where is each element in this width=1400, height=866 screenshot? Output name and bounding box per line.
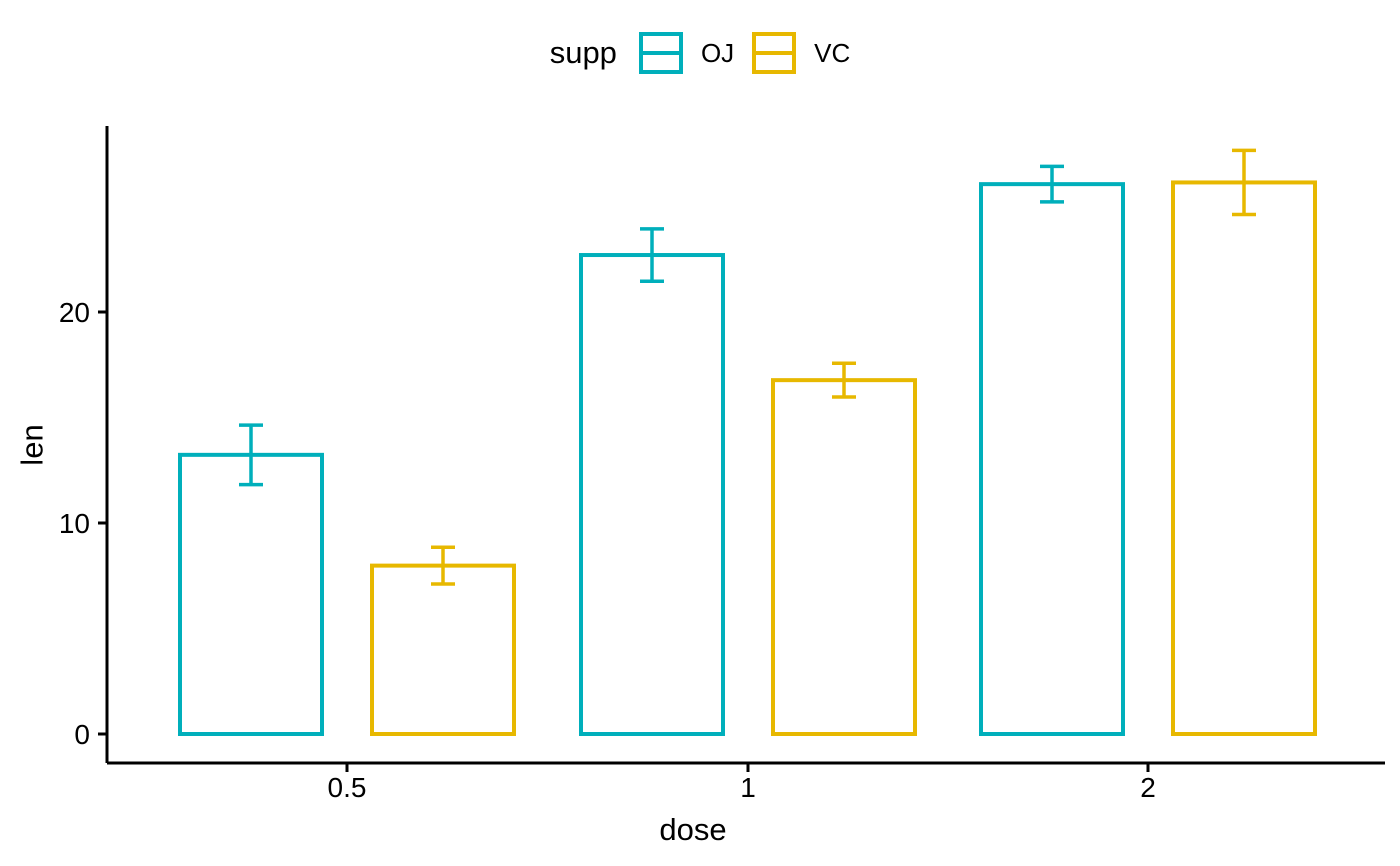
x-tick-label-0.5: 0.5 <box>328 772 367 803</box>
y-tick-label-10: 10 <box>59 508 90 539</box>
bar-oj-dose-1 <box>579 253 725 736</box>
bar-oj-dose-0.5 <box>178 452 324 736</box>
errorbar-vc-dose-2 <box>1232 148 1256 217</box>
x-tick-label-1: 1 <box>740 772 756 803</box>
errorbar-oj-dose-2 <box>1040 164 1064 204</box>
errorbars-layer <box>239 148 1256 586</box>
bar-vc-dose-2 <box>1171 180 1317 737</box>
errorbar-glyph-icon <box>642 51 679 55</box>
y-tick-label-20: 20 <box>59 297 90 328</box>
y-axis-title: len <box>14 424 50 466</box>
legend: supp OJ VC <box>0 30 1400 76</box>
errorbar-oj-dose-1 <box>640 227 664 283</box>
bar-vc-dose-1 <box>771 378 917 736</box>
legend-label-vc: VC <box>814 37 851 68</box>
legend-label-oj: OJ <box>700 37 735 68</box>
bar-oj-dose-2 <box>979 182 1125 737</box>
errorbar-glyph-icon <box>756 51 793 55</box>
errorbar-oj-dose-0.5 <box>239 423 263 487</box>
y-tick-label-0: 0 <box>74 719 90 750</box>
legend-key-oj <box>638 32 683 74</box>
errorbar-vc-dose-1 <box>832 361 856 399</box>
errorbar-vc-dose-0.5 <box>431 545 455 586</box>
x-axis-title: dose <box>659 812 727 847</box>
ticks-layer: 0 10 20 0.5 1 2 <box>59 297 1156 803</box>
axes-layer <box>105 126 1385 765</box>
x-tick-label-2: 2 <box>1140 772 1156 803</box>
legend-key-vc <box>752 32 797 74</box>
bars-layer <box>178 180 1317 737</box>
bar-vc-dose-0.5 <box>370 563 516 737</box>
legend-title: supp <box>549 35 617 70</box>
